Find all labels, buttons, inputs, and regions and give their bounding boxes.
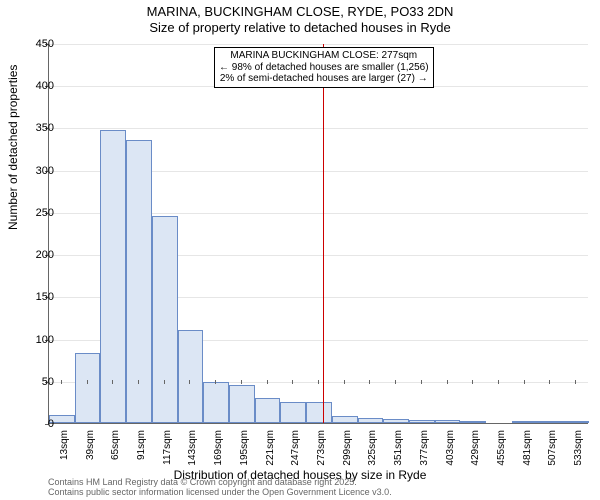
x-tick-label: 299sqm (342, 430, 353, 470)
x-tick-label: 481sqm (522, 430, 533, 470)
x-tick-mark (241, 380, 242, 384)
x-tick-label: 507sqm (547, 430, 558, 470)
x-tick-label: 195sqm (239, 430, 250, 470)
histogram-bar (538, 421, 564, 423)
x-tick-label: 273sqm (316, 430, 327, 470)
histogram-bar (563, 421, 589, 423)
title-line-2: Size of property relative to detached ho… (0, 20, 600, 36)
annotation-box: MARINA BUCKINGHAM CLOSE: 277sqm← 98% of … (214, 47, 434, 88)
x-tick-label: 247sqm (290, 430, 301, 470)
marker-line (323, 44, 324, 423)
x-tick-mark (138, 380, 139, 384)
annotation-line: ← 98% of detached houses are smaller (1,… (219, 62, 429, 74)
y-tick-label: 350 (14, 122, 54, 134)
footer: Contains HM Land Registry data © Crown c… (48, 478, 392, 498)
annotation-line: 2% of semi-detached houses are larger (2… (219, 73, 429, 85)
x-tick-mark (215, 380, 216, 384)
x-tick-label: 143sqm (187, 430, 198, 470)
x-tick-mark (87, 380, 88, 384)
y-tick-label: 300 (14, 165, 54, 177)
histogram-bar (280, 402, 306, 423)
annotation-line: MARINA BUCKINGHAM CLOSE: 277sqm (219, 50, 429, 62)
x-tick-label: 377sqm (419, 430, 430, 470)
x-tick-label: 117sqm (162, 430, 173, 470)
x-tick-mark (395, 380, 396, 384)
x-tick-label: 455sqm (496, 430, 507, 470)
histogram-bar (332, 416, 358, 423)
histogram-bar (460, 421, 486, 423)
histogram-bar (409, 420, 435, 423)
gridline (49, 128, 588, 129)
histogram-bar (203, 382, 229, 423)
y-tick-label: 200 (14, 249, 54, 261)
y-tick-label: 250 (14, 207, 54, 219)
x-tick-mark (61, 380, 62, 384)
histogram-bar (358, 418, 384, 423)
x-tick-label: 325sqm (367, 430, 378, 470)
x-tick-mark (164, 380, 165, 384)
histogram-bar (435, 420, 461, 423)
x-tick-mark (421, 380, 422, 384)
x-tick-mark (369, 380, 370, 384)
x-tick-mark (472, 380, 473, 384)
x-tick-mark (549, 380, 550, 384)
chart-title-block: MARINA, BUCKINGHAM CLOSE, RYDE, PO33 2DN… (0, 0, 600, 35)
x-tick-mark (447, 380, 448, 384)
histogram-bar (383, 419, 409, 423)
histogram-bar (512, 421, 538, 423)
x-tick-label: 91sqm (136, 430, 147, 470)
chart-area: MARINA BUCKINGHAM CLOSE: 277sqm← 98% of … (48, 44, 588, 424)
x-tick-label: 65sqm (110, 430, 121, 470)
x-tick-mark (292, 380, 293, 384)
x-tick-mark (498, 380, 499, 384)
y-tick-label: 400 (14, 80, 54, 92)
x-tick-mark (575, 380, 576, 384)
x-tick-label: 403sqm (445, 430, 456, 470)
title-line-1: MARINA, BUCKINGHAM CLOSE, RYDE, PO33 2DN (0, 4, 600, 20)
y-tick-label: 150 (14, 291, 54, 303)
histogram-bar (306, 402, 332, 423)
x-tick-label: 13sqm (59, 430, 70, 470)
x-tick-mark (318, 380, 319, 384)
histogram-bar (255, 398, 281, 423)
y-tick-label: 450 (14, 38, 54, 50)
x-tick-mark (112, 380, 113, 384)
y-tick-label: 100 (14, 334, 54, 346)
x-tick-label: 39sqm (85, 430, 96, 470)
histogram-bar (75, 353, 101, 423)
x-tick-label: 169sqm (213, 430, 224, 470)
x-tick-mark (344, 380, 345, 384)
y-tick-label: 50 (14, 376, 54, 388)
x-tick-mark (189, 380, 190, 384)
x-tick-label: 221sqm (265, 430, 276, 470)
x-tick-label: 429sqm (470, 430, 481, 470)
histogram-bar (152, 216, 178, 423)
plot-area: MARINA BUCKINGHAM CLOSE: 277sqm← 98% of … (48, 44, 588, 424)
gridline (49, 44, 588, 45)
x-tick-label: 533sqm (573, 430, 584, 470)
x-tick-label: 351sqm (393, 430, 404, 470)
y-tick-label: 0 (14, 418, 54, 430)
histogram-bar (178, 330, 204, 423)
x-tick-mark (267, 380, 268, 384)
histogram-bar (229, 385, 255, 423)
x-tick-mark (524, 380, 525, 384)
footer-line-2: Contains public sector information licen… (48, 488, 392, 498)
